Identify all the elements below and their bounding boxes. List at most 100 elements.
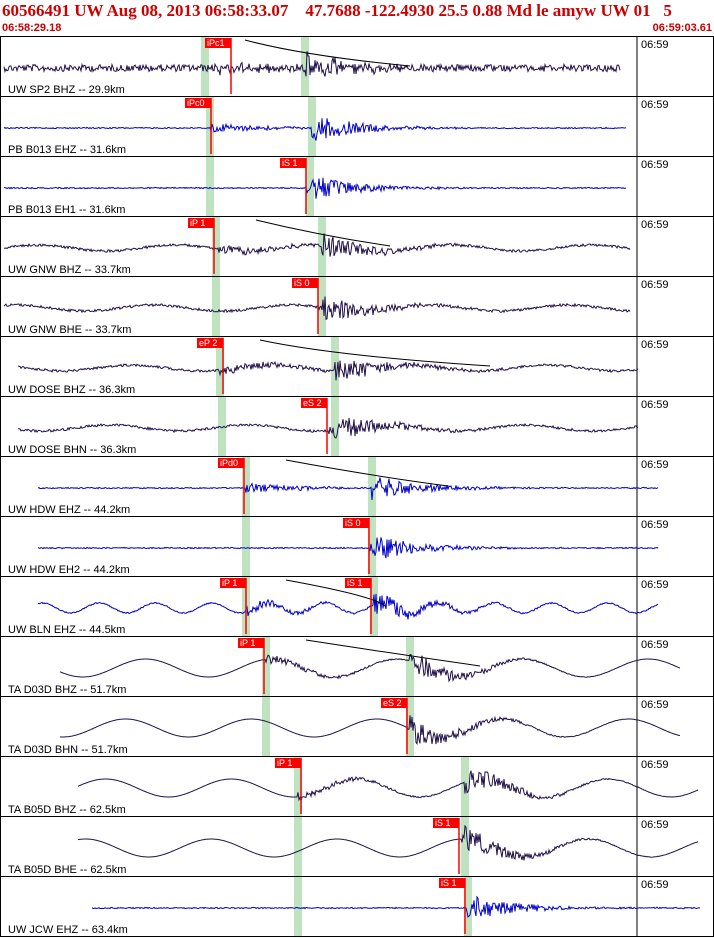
end-time-label: 06:59:03.61: [652, 22, 712, 34]
pick-marker[interactable]: iS 0: [292, 278, 319, 334]
s-arrival-band: [368, 457, 376, 516]
pick-label: eS 2: [383, 698, 402, 708]
pick-marker[interactable]: iS 1: [439, 878, 466, 934]
pick-flag-box: [275, 758, 301, 768]
waveform-trace: [3, 177, 627, 199]
coda-duration-curve: [285, 579, 386, 607]
p-arrival-band: [206, 97, 214, 156]
waveform-trace: [91, 895, 700, 918]
channel-label: UW SP2 BHZ -- 29.9km: [8, 84, 125, 96]
waveform-trace: [3, 51, 621, 77]
trace-panel[interactable]: eS 2 TA D03D BHN -- 51.7km 06:59: [0, 696, 714, 757]
p-arrival-band: [242, 517, 250, 576]
pick-label: iS 0: [294, 278, 310, 288]
pick-marker[interactable]: eP 2: [197, 338, 224, 394]
trace-panel[interactable]: iS 1 TA B05D BHE -- 62.5km 06:59: [0, 816, 714, 877]
channel-label: UW HDW EHZ -- 44.2km: [8, 504, 130, 516]
pick-flag-box: [188, 218, 214, 228]
channel-label: PB B013 EHZ -- 31.6km: [8, 144, 126, 156]
start-time-label: 06:58:29.18: [2, 22, 62, 34]
pick-flag-box: [433, 818, 459, 828]
trace-panel[interactable]: iS 0 UW HDW EH2 -- 44.2km 06:59: [0, 516, 714, 577]
waveform-trace: [77, 824, 699, 861]
trace-panel[interactable]: iP 1 UW GNW BHZ -- 33.7km 06:59: [0, 216, 714, 277]
pick-flag-box: [439, 878, 465, 888]
time-tick-label: 06:59: [641, 459, 669, 471]
pick-marker[interactable]: eS 2: [301, 398, 328, 454]
pick-marker[interactable]: iPc0: [185, 98, 212, 154]
p-arrival-band: [294, 817, 302, 876]
waveform-trace: [3, 296, 631, 321]
pick-flag-box: [185, 98, 211, 108]
trace-panel[interactable]: eS 2 UW DOSE BHN -- 36.3km 06:59: [0, 396, 714, 457]
trace-panel[interactable]: iP 1 TA B05D BHZ -- 62.5km 06:59: [0, 756, 714, 817]
pick-label: iPc1: [207, 38, 225, 48]
s-arrival-band: [406, 637, 414, 696]
waveform-trace: [37, 593, 659, 620]
pick-marker[interactable]: iS 1: [280, 158, 307, 214]
pick-label: eP 2: [199, 338, 217, 348]
pick-label: iS 1: [441, 878, 457, 888]
p-arrival-band: [294, 757, 302, 816]
time-tick-label: 06:59: [641, 39, 669, 51]
trace-panel[interactable]: iPc0 PB B013 EHZ -- 31.6km 06:59: [0, 96, 714, 157]
pick-marker[interactable]: iP 1: [238, 638, 265, 694]
pick-marker[interactable]: iP 1: [188, 218, 215, 274]
time-tick-label: 06:59: [641, 399, 669, 411]
channel-label: UW GNW BHZ -- 33.7km: [8, 264, 131, 276]
pick-marker[interactable]: eS 2: [381, 698, 408, 754]
s-arrival-band: [464, 877, 472, 936]
pick-flag-box: [220, 578, 246, 588]
pick-label: iP 1: [277, 758, 292, 768]
waveform-trace: [77, 770, 699, 803]
coda-duration-curve: [285, 459, 449, 487]
time-tick-label: 06:59: [641, 639, 669, 651]
pick-marker[interactable]: iS 1: [433, 818, 460, 874]
event-title: 60566491 UW Aug 08, 2013 06:58:33.07 47.…: [2, 1, 672, 20]
coda-duration-curve: [259, 339, 491, 367]
time-tick-label: 06:59: [641, 879, 669, 891]
p-arrival-band: [206, 157, 214, 216]
p-arrival-band: [262, 697, 270, 756]
coda-duration-curve: [305, 639, 481, 667]
time-tick-label: 06:59: [641, 579, 669, 591]
trace-panel[interactable]: iS 1 PB B013 EH1 -- 31.6km 06:59: [0, 156, 714, 217]
waveform-trace: [3, 233, 631, 257]
trace-panel[interactable]: iPd0 UW HDW EHZ -- 44.2km 06:59: [0, 456, 714, 517]
trace-panel[interactable]: iS 0 UW GNW BHE -- 33.7km 06:59: [0, 276, 714, 337]
pick-label: iS 1: [435, 818, 451, 828]
pick-flag-box: [238, 638, 264, 648]
pick-marker[interactable]: iP 1: [220, 578, 247, 634]
pick-flag-box: [205, 38, 231, 48]
channel-label: PB B013 EH1 -- 31.6km: [8, 204, 125, 216]
waveform-trace: [37, 537, 659, 559]
pick-marker[interactable]: iPd0: [218, 458, 245, 514]
trace-panel[interactable]: iP 1 iS 1 UW BLN EHZ -- 44.5km 06:59: [0, 576, 714, 637]
p-arrival-band: [212, 277, 220, 336]
coda-duration-curve: [255, 219, 391, 247]
pick-label: eS 2: [303, 398, 322, 408]
pick-label: iPd0: [220, 458, 238, 468]
channel-label: UW JCW EHZ -- 63.4km: [8, 924, 128, 936]
time-tick-label: 06:59: [641, 339, 669, 351]
pick-marker[interactable]: iPc1: [205, 38, 232, 94]
trace-panel[interactable]: eP 2 UW DOSE BHZ -- 36.3km 06:59: [0, 336, 714, 397]
pick-flag-box: [343, 518, 369, 528]
pick-label: iPc0: [187, 98, 205, 108]
pick-label: iS 1: [282, 158, 298, 168]
pick-marker[interactable]: iP 1: [275, 758, 302, 814]
pick-label: iP 1: [240, 638, 255, 648]
seismogram-plot[interactable]: iPc1 UW SP2 BHZ -- 29.9km 06:59 iPc0 PB B013…: [0, 36, 714, 938]
trace-panel[interactable]: iS 1 UW JCW EHZ -- 63.4km 06:59: [0, 876, 714, 937]
p-arrival-band: [262, 637, 270, 696]
time-tick-label: 06:59: [641, 219, 669, 231]
channel-label: TA B05D BHZ -- 62.5km: [8, 804, 126, 816]
channel-label: TA B05D BHE -- 62.5km: [8, 864, 126, 876]
channel-label: UW BLN EHZ -- 44.5km: [8, 624, 125, 636]
channel-label: TA D03D BHZ -- 51.7km: [8, 684, 126, 696]
trace-panel[interactable]: iPc1 UW SP2 BHZ -- 29.9km 06:59: [0, 36, 714, 97]
trace-panel[interactable]: iP 1 TA D03D BHZ -- 51.7km 06:59: [0, 636, 714, 697]
pick-marker-secondary[interactable]: iS 1: [345, 578, 372, 634]
waveform-trace: [17, 360, 639, 381]
pick-marker[interactable]: iS 0: [343, 518, 370, 574]
